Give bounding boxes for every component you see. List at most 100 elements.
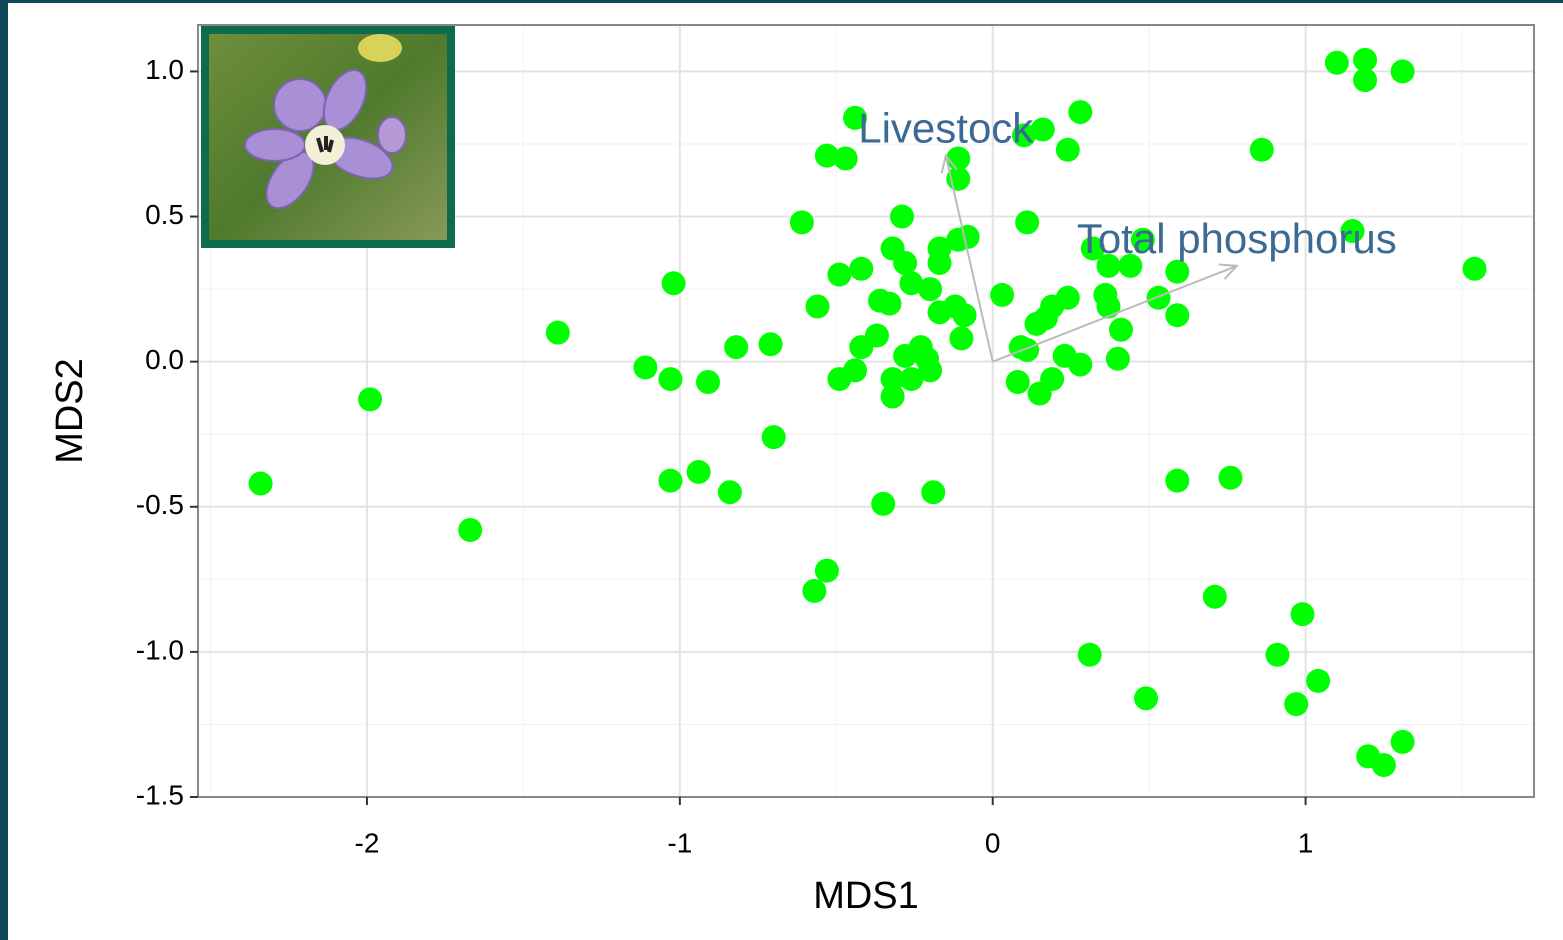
point [358, 387, 383, 412]
point [458, 517, 483, 542]
point [1108, 317, 1133, 342]
point [761, 425, 786, 450]
point [758, 332, 783, 357]
arrow-head [940, 153, 958, 174]
point [695, 369, 720, 394]
point [918, 277, 943, 302]
y-tick-label: -0.5 [136, 489, 184, 520]
point [1353, 47, 1378, 72]
point [1105, 346, 1130, 371]
point [1249, 137, 1274, 162]
vector-arrow [992, 264, 1238, 363]
point [1265, 642, 1290, 667]
point [1005, 369, 1030, 394]
point [1068, 352, 1093, 377]
photo-blob [358, 34, 402, 62]
y-axis-title: MDS2 [49, 358, 91, 464]
point [789, 210, 814, 235]
point [899, 271, 924, 296]
x-tick-label: -2 [355, 827, 380, 858]
point [1165, 259, 1190, 284]
point [889, 204, 914, 229]
point [1390, 59, 1415, 84]
point [717, 480, 742, 505]
point [1118, 253, 1143, 278]
point [1096, 253, 1121, 278]
stamens [316, 136, 334, 153]
point [1306, 668, 1331, 693]
point [1390, 729, 1415, 754]
point [1030, 117, 1055, 142]
point [1130, 227, 1155, 252]
point [1040, 367, 1065, 392]
point [1055, 285, 1080, 310]
point [1290, 602, 1315, 627]
point [955, 224, 980, 249]
point [1371, 753, 1396, 778]
point [805, 294, 830, 319]
point [827, 262, 852, 287]
point [908, 335, 933, 360]
x-tick-label: 1 [1298, 827, 1314, 858]
point [1068, 100, 1093, 125]
point [1202, 584, 1227, 609]
point [1324, 50, 1349, 75]
point [686, 459, 711, 484]
vector-label: Total phosphorus [1077, 215, 1397, 262]
point [871, 491, 896, 516]
point [1165, 468, 1190, 493]
point [1218, 465, 1243, 490]
arrow-head [1218, 263, 1239, 280]
point [633, 355, 658, 380]
vector-arrow [944, 155, 994, 362]
point [843, 358, 868, 383]
point [843, 105, 868, 130]
point [893, 250, 918, 275]
point [1165, 303, 1190, 328]
point [849, 256, 874, 281]
point [880, 384, 905, 409]
point [1134, 686, 1159, 711]
point [658, 468, 683, 493]
point [1077, 642, 1102, 667]
y-tick-label: -1.5 [136, 779, 184, 810]
point [1340, 219, 1365, 244]
point [1146, 285, 1171, 310]
y-tick-label: 1.0 [145, 54, 184, 85]
y-tick-label: -1.0 [136, 634, 184, 665]
point [1284, 692, 1309, 717]
point [1353, 68, 1378, 93]
point [248, 471, 273, 496]
y-tick-label: 0.0 [145, 344, 184, 375]
point [1055, 137, 1080, 162]
vector-label: Livestock [858, 105, 1034, 152]
x-tick-label: -1 [667, 827, 692, 858]
y-tick-label: 0.5 [145, 199, 184, 230]
point [880, 367, 905, 392]
point [1012, 123, 1037, 148]
x-axis-title: MDS1 [813, 875, 919, 917]
point [802, 578, 827, 603]
point [661, 271, 686, 296]
point [899, 367, 924, 392]
point [927, 236, 952, 261]
plot-frame [197, 24, 1535, 798]
point [814, 558, 839, 583]
point [949, 326, 974, 351]
point [952, 303, 977, 328]
point [921, 480, 946, 505]
point [658, 367, 683, 392]
point [864, 323, 889, 348]
point [833, 146, 858, 171]
flower [244, 69, 407, 210]
point [1462, 256, 1487, 281]
point [724, 335, 749, 360]
point [814, 143, 839, 168]
point [1015, 338, 1040, 363]
x-tick-label: 0 [985, 827, 1001, 858]
point [1096, 294, 1121, 319]
inset-photo [201, 26, 455, 248]
point [918, 358, 943, 383]
point [990, 282, 1015, 307]
